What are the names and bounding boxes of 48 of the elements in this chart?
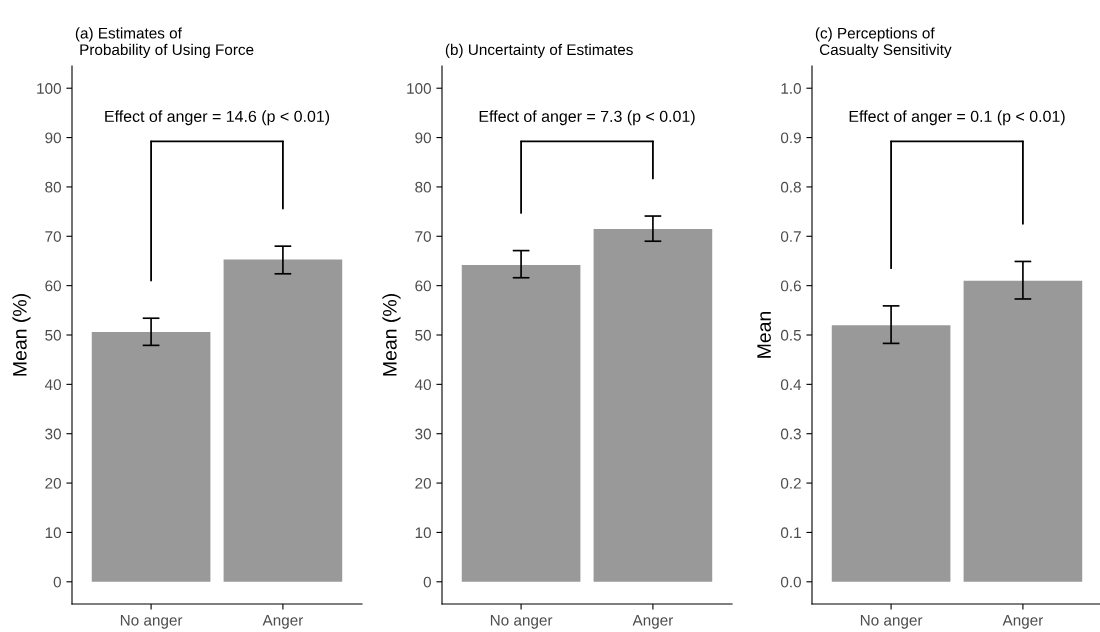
- x-tick-label: Anger: [1002, 614, 1044, 629]
- x-tick-label: Anger: [262, 614, 304, 629]
- y-tick-label: 40: [414, 379, 431, 391]
- y-axis-title: Mean (%): [12, 294, 31, 376]
- y-axis-title: Mean (%): [382, 294, 401, 376]
- y-tick-label: 90: [415, 132, 431, 144]
- y-tick-label: 50: [415, 329, 431, 341]
- y-tick-label: 80: [45, 181, 61, 193]
- y-tick-label: 0: [53, 576, 61, 588]
- y-tick-label: 0.8: [780, 181, 801, 193]
- x-tick-label: No anger: [860, 614, 923, 629]
- x-tick-label: No anger: [490, 614, 553, 629]
- y-tick-label: 70: [45, 231, 61, 242]
- chart-title: (b) Uncertainty of Estimates: [445, 43, 633, 59]
- y-tick-label: 100: [37, 83, 61, 94]
- y-tick-label: 0.7: [780, 231, 801, 242]
- y-tick-label: 10: [415, 527, 431, 539]
- y-axis-title: Mean: [757, 311, 771, 358]
- y-tick-label: 0.4: [780, 379, 802, 391]
- y-tick-label: 0.0: [780, 576, 801, 588]
- y-tick-label: 0.3: [780, 428, 801, 440]
- y-tick-label: 0.5: [780, 329, 801, 341]
- y-tick-label: 0.2: [780, 477, 801, 489]
- y-tick-label: 20: [415, 477, 431, 489]
- x-tick-label: Anger: [632, 614, 674, 629]
- y-tick-label: 0.9: [780, 132, 801, 144]
- y-tick-label: 30: [415, 428, 431, 440]
- y-tick-label: 40: [44, 379, 61, 391]
- chart-title: (a) Estimates of Probability of Using Force: [75, 27, 254, 59]
- y-tick-label: 1.0: [781, 83, 801, 94]
- y-tick-label: 100: [407, 83, 431, 94]
- y-tick-label: 70: [415, 231, 431, 242]
- y-tick-label: 30: [45, 428, 61, 440]
- y-tick-label: 20: [45, 477, 61, 489]
- x-tick-label: No anger: [120, 614, 183, 629]
- y-tick-label: 0.6: [780, 280, 801, 292]
- y-tick-label: 10: [45, 527, 61, 539]
- annotation: Effect of anger = 14.6 (p < 0.01): [105, 110, 330, 126]
- y-tick-label: 0: [423, 576, 431, 588]
- y-tick-label: 50: [45, 329, 61, 341]
- annotation: Effect of anger = 7.3 (p < 0.01): [479, 110, 695, 126]
- y-tick-label: 60: [415, 280, 431, 292]
- y-tick-label: 90: [45, 132, 61, 144]
- y-tick-label: 0.1: [780, 527, 801, 539]
- annotation: Effect of anger = 0.1 (p < 0.01): [849, 110, 1065, 126]
- chart-title: (c) Perceptions of Casualty Sensitivity: [815, 27, 952, 59]
- y-tick-label: 80: [415, 181, 431, 193]
- y-tick-label: 60: [45, 280, 61, 292]
